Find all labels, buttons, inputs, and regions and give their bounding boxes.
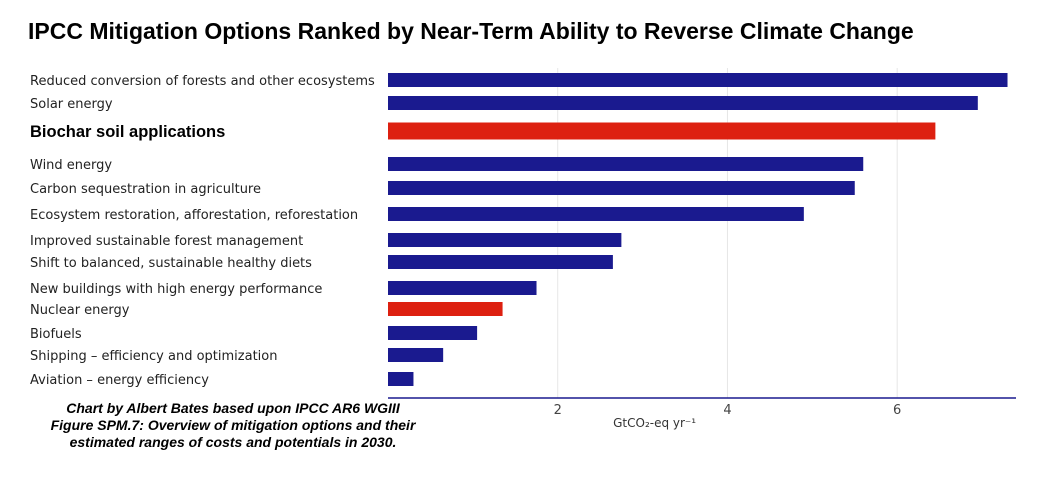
x-tick-label: 6	[893, 403, 901, 418]
category-label: Biofuels	[30, 327, 82, 342]
bar	[388, 302, 503, 316]
category-label: Shipping – efficiency and optimization	[30, 349, 277, 364]
category-label: Biochar soil applications	[30, 123, 225, 141]
x-axis: 2 4 6 GtCO₂-eq yr⁻¹	[388, 397, 1016, 430]
bar	[388, 281, 537, 295]
bar	[388, 181, 855, 195]
bar	[388, 255, 613, 269]
category-label: Improved sustainable forest management	[30, 234, 303, 249]
caption-line-3: estimated ranges of costs and potentials…	[69, 434, 397, 450]
source-caption: Chart by Albert Bates based upon IPCC AR…	[18, 400, 448, 451]
category-label: Solar energy	[30, 97, 113, 112]
bar	[388, 233, 622, 247]
bar	[388, 207, 804, 221]
chart-title: IPCC Mitigation Options Ranked by Near-T…	[28, 18, 914, 44]
bar	[388, 348, 444, 362]
category-label: Shift to balanced, sustainable healthy d…	[30, 256, 312, 271]
bar	[388, 372, 414, 386]
category-label: Carbon sequestration in agriculture	[30, 182, 261, 197]
category-label: Ecosystem restoration, afforestation, re…	[30, 208, 358, 223]
category-label: Nuclear energy	[30, 303, 130, 318]
bar	[388, 122, 936, 140]
bar	[388, 96, 978, 110]
x-tick-label: 4	[723, 403, 731, 418]
bar	[388, 326, 478, 340]
x-axis-label: GtCO₂-eq yr⁻¹	[613, 416, 696, 430]
bar	[388, 73, 1008, 87]
category-label: Reduced conversion of forests and other …	[30, 74, 375, 89]
category-label: Aviation – energy efficiency	[30, 373, 209, 388]
category-label: Wind energy	[30, 158, 112, 173]
caption-line-2: Figure SPM.7: Overview of mitigation opt…	[50, 417, 416, 433]
bar	[388, 157, 864, 171]
category-label: New buildings with high energy performan…	[30, 282, 322, 297]
caption-line-1: Chart by Albert Bates based upon IPCC AR…	[66, 400, 400, 416]
x-tick-label: 2	[554, 403, 562, 418]
category-labels: Reduced conversion of forests and other …	[30, 74, 375, 388]
bars	[388, 73, 1008, 386]
